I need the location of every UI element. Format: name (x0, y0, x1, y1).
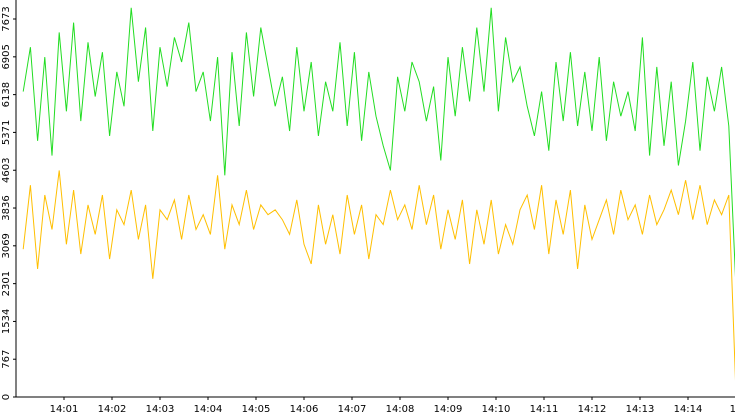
x-tick-label: 14:10 (482, 404, 511, 415)
x-tick-label: 14:13 (626, 404, 655, 415)
y-tick-label: 5371 (1, 120, 12, 145)
x-tick-label: 14:09 (434, 404, 463, 415)
series-line (22, 170, 735, 381)
y-tick-label: 1534 (1, 309, 12, 334)
y-tick-label: 2301 (1, 271, 12, 296)
x-tick-label: 14:02 (98, 404, 127, 415)
y-tick-label: 6905 (1, 44, 12, 69)
x-tick-label: 14:12 (578, 404, 607, 415)
x-tick-label: 14:01 (50, 404, 79, 415)
x-tick-label: 14:08 (386, 404, 415, 415)
x-tick-label: 14 (730, 404, 735, 415)
series-line (22, 7, 735, 278)
y-tick-label: 3069 (1, 233, 12, 258)
y-tick-label: 7673 (1, 6, 12, 31)
x-tick-label: 14:03 (146, 404, 175, 415)
y-tick-label: 6138 (1, 82, 12, 107)
x-tick-label: 14:14 (674, 404, 703, 415)
x-tick-label: 14:04 (194, 404, 223, 415)
y-tick-label: 4603 (1, 158, 12, 183)
y-tick-label: 0 (1, 394, 12, 400)
x-tick-label: 14:06 (290, 404, 319, 415)
x-tick-label: 14:07 (338, 404, 367, 415)
y-tick-label: 767 (1, 350, 12, 369)
x-tick-label: 14:11 (530, 404, 559, 415)
y-tick-label: 3836 (1, 195, 12, 220)
x-tick-label: 14:05 (242, 404, 271, 415)
